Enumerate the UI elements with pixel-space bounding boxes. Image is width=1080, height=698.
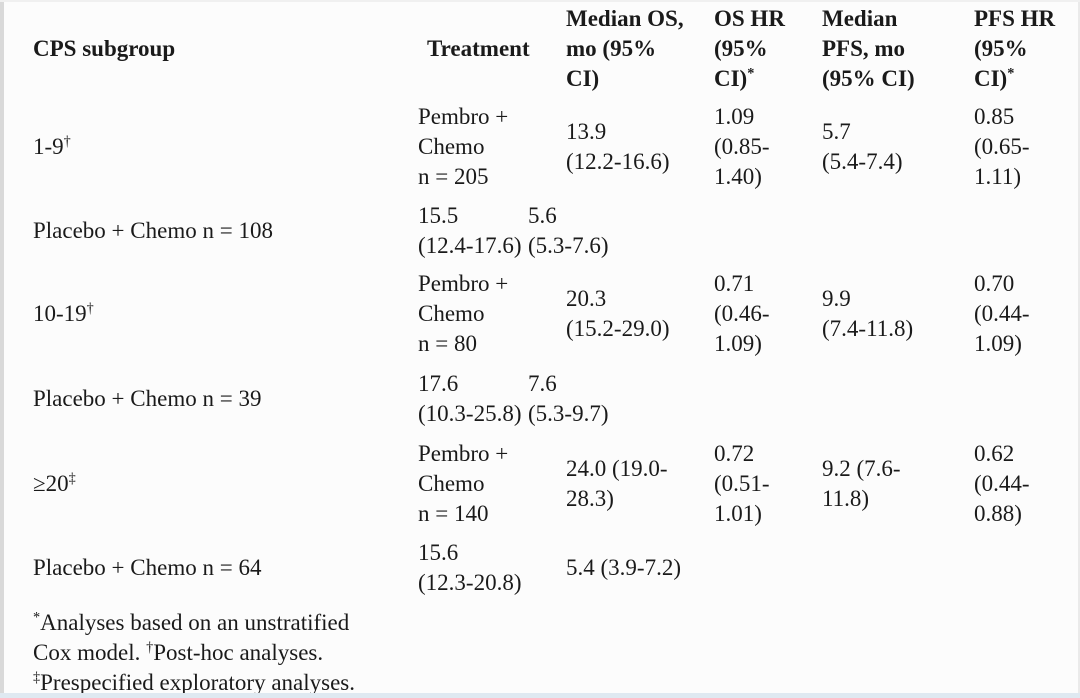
header-median-os: Median OS, mo (95% CI)	[566, 5, 684, 91]
median-pfs-cell: 5.6 (5.3-7.6)	[528, 202, 609, 258]
table-row-cps-ge20-pembro: ≥20‡ Pembro + Chemo n = 140 24.0 (19.0- …	[33, 434, 1080, 534]
pfs-hr-cell: 0.62 (0.44- 0.88)	[974, 441, 1030, 526]
median-pfs-cell: 9.2 (7.6- 11.8)	[822, 456, 901, 511]
scan-edge-left	[0, 0, 4, 698]
median-os-cell: 24.0 (19.0- 28.3)	[566, 456, 668, 511]
double-dagger-superscript: ‡	[33, 669, 41, 686]
header-median-pfs: Median PFS, mo (95% CI)	[822, 5, 915, 91]
header-treatment: Treatment	[427, 35, 530, 61]
pfs-hr-cell: 0.70 (0.44- 1.09)	[974, 271, 1030, 356]
table-row-cps-10-19-placebo: Placebo + Chemo n = 39 17.6 (10.3-25.8) …	[33, 364, 1080, 434]
dagger-superscript: †	[86, 300, 94, 317]
treatment-cell: Pembro + Chemo n = 80	[418, 271, 509, 356]
median-pfs-cell: 5.7 (5.4-7.4)	[822, 119, 903, 174]
median-os-cell: 15.5 (12.4-17.6)	[418, 202, 522, 258]
table-header-row: CPS subgroup Treatment Median OS, mo (95…	[33, 0, 1080, 97]
treatment-label-cell: Placebo + Chemo n = 64	[33, 554, 262, 580]
table-footnotes: *Analyses based on an unstratified Cox m…	[33, 601, 453, 698]
footnote-unstratified-cox: *Analyses based on an unstratified Cox m…	[33, 609, 350, 665]
os-hr-cell: 0.72 (0.51- 1.01)	[714, 441, 770, 526]
treatment-cell: Pembro + Chemo n = 205	[418, 104, 509, 189]
treatment-label-cell: Placebo + Chemo n = 108	[33, 217, 273, 243]
header-pfs-hr: PFS HR (95% CI)*	[974, 5, 1056, 91]
footnote-prespecified: ‡Prespecified exploratory analyses.	[33, 669, 355, 695]
dagger-superscript: †	[63, 133, 71, 150]
median-os-cell: 15.6 (12.3-20.8)	[418, 539, 522, 595]
median-pfs-cell: 5.4 (3.9-7.2)	[566, 554, 681, 580]
treatment-label-cell: Placebo + Chemo n = 39	[33, 386, 262, 411]
cps-subgroup-cell: 1-9†	[33, 133, 71, 159]
median-os-cell: 17.6 (10.3-25.8)	[418, 371, 522, 426]
pfs-hr-cell: 0.85 (0.65- 1.11)	[974, 104, 1030, 189]
scan-edge-bottom	[0, 693, 1080, 698]
footnote-post-hoc: †Post-hoc analyses.	[146, 639, 324, 665]
median-pfs-cell: 7.6 (5.3-9.7)	[528, 371, 609, 426]
os-hr-cell: 1.09 (0.85- 1.40)	[714, 104, 770, 189]
treatment-cell: Pembro + Chemo n = 140	[418, 441, 509, 526]
median-os-cell: 13.9 (12.2-16.6)	[566, 119, 670, 174]
table-row-cps-ge20-placebo: Placebo + Chemo n = 64 15.6 (12.3-20.8) …	[33, 534, 1080, 601]
median-pfs-cell: 9.9 (7.4-11.8)	[822, 286, 914, 341]
median-os-cell: 20.3 (15.2-29.0)	[566, 286, 670, 341]
dagger-superscript: †	[146, 639, 154, 656]
double-dagger-superscript: ‡	[68, 470, 76, 487]
asterisk-superscript: *	[33, 609, 41, 626]
cps-subgroup-cell: ≥20‡	[33, 470, 76, 496]
header-os-hr: OS HR (95% CI)*	[714, 5, 785, 91]
os-hr-cell: 0.71 (0.46- 1.09)	[714, 271, 770, 356]
header-cps-subgroup: CPS subgroup	[33, 35, 176, 61]
scan-edge-right	[1078, 0, 1080, 698]
scan-edge-top	[0, 0, 1080, 2]
table-row-cps-10-19-pembro: 10-19† Pembro + Chemo n = 80 20.3 (15.2-…	[33, 264, 1080, 364]
table-row-cps-1-9-pembro: 1-9† Pembro + Chemo n = 205 13.9 (12.2-1…	[33, 97, 1080, 197]
cps-subgroup-cell: 10-19†	[33, 300, 94, 326]
table-row-cps-1-9-placebo: Placebo + Chemo n = 108 15.5 (12.4-17.6)…	[33, 197, 1080, 264]
